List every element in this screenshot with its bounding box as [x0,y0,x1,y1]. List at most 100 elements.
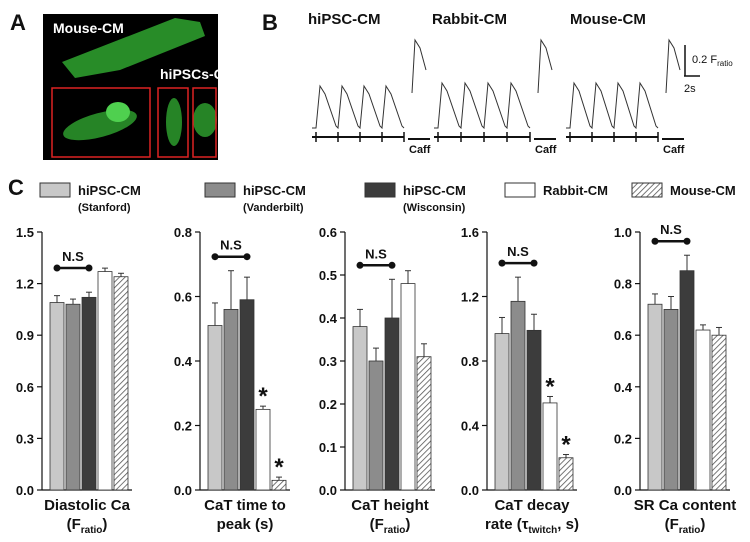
x-axis-label-part: ratio [679,525,701,536]
y-tick-label: 1.6 [461,225,479,240]
inset-box [157,87,189,158]
caffeine-trace [411,38,427,94]
caffeine-trace [537,38,553,94]
image-label: hiPSCs-CM [160,66,235,82]
legend-sublabel: (Stanford) [78,202,131,214]
legend-sublabel: (Vanderbilt) [243,202,304,214]
y-tick-label: 0.6 [16,380,34,395]
bar [81,296,97,491]
x-axis-label-part: rate (τ [485,516,529,533]
x-axis-label-part: (F [67,516,81,533]
y-tick-label: 0.6 [319,225,337,240]
x-axis-label: SR Ca content [634,497,737,514]
legend-swatch [39,182,71,198]
x-axis-label: CaT decay [494,497,570,514]
y-tick-label: 0.1 [319,440,337,455]
caffeine-label: Caff [409,144,431,156]
scale-text: 0.2 F [692,54,717,66]
traces: Caff hiPSC-CM Caff Rabbit-CM Caff Mouse-CM [308,11,685,156]
trace-title: Rabbit-CM [432,11,507,28]
inset-box [51,87,151,158]
y-tick-label: 0.5 [319,268,337,283]
ns-end [211,253,219,261]
y-tick-label: 0.2 [319,397,337,412]
ns-label: N.S [507,244,529,259]
ns-end [530,259,538,267]
bar [207,325,223,491]
x-axis-label-part: , s) [557,516,579,533]
significance-mark: * [545,373,555,400]
ns-label: N.S [220,238,242,253]
bar [494,333,510,491]
legend-label: hiPSC-CM [403,183,466,198]
bar [558,457,574,491]
x-axis-label-part: (F [665,516,679,533]
legend-label: hiPSC-CM [243,183,306,198]
bar [271,479,287,491]
y-tick-label: 0.4 [461,419,480,434]
ns-end [683,237,691,245]
legend-swatch [204,182,236,198]
x-axis-label-part: CaT decay [494,497,570,514]
legend-swatch [364,182,396,198]
ns-end [356,261,364,269]
bar [526,329,542,491]
bar-chart: 0.0 0.2 0.4 0.6 0.8 1.0 N.S SR Ca content (Frati… [614,222,736,536]
y-tick-label: 0.6 [174,290,192,305]
scale-label: 0.2 Fratio [692,54,733,68]
bar [49,302,65,491]
bar [239,299,255,491]
x-axis-label-part: Diastolic Ca [44,497,131,514]
bar [663,308,679,491]
y-tick-label: 0.6 [614,328,632,343]
bar [352,326,368,491]
x-axis-label-part: peak (s) [217,516,274,533]
y-tick-label: 0.8 [461,354,479,369]
y-tick-label: 0.2 [614,431,632,446]
y-tick-label: 0.8 [614,277,632,292]
bar [113,276,129,491]
panel-label: B [262,10,278,35]
scale-label: 2s [684,83,696,95]
legend-sublabel: (Wisconsin) [403,202,466,214]
y-tick-label: 0.0 [174,483,192,498]
bar-chart: 0.0 0.4 0.8 1.2 1.6 * * N.S CaT decay rate (τtwit… [461,225,579,536]
trace-title: Mouse-CM [570,11,646,28]
x-axis-label-part: twitch [528,525,557,536]
bar [65,303,81,491]
x-axis-label: (Fratio) [370,516,411,536]
ns-end [85,264,93,272]
x-axis-label: CaT time to [204,497,286,514]
x-axis-label: peak (s) [217,516,274,533]
bar [542,402,558,491]
image-label: Mouse-CM [53,20,124,36]
bar [510,300,526,491]
legend: hiPSC-CM (Stanford) hiPSC-CM (Vanderbilt) hi… [39,182,736,214]
bar-chart: 0.0 0.3 0.6 0.9 1.2 1.5 N.S Diastolic Ca (Fratio… [16,225,132,536]
significance-mark: * [561,432,571,459]
legend-label: Rabbit-CM [543,183,608,198]
caffeine-label: Caff [535,144,557,156]
bar [679,270,695,491]
x-axis-label-part: CaT time to [204,497,286,514]
y-tick-label: 1.5 [16,225,34,240]
x-axis-label: (Fratio) [665,516,706,536]
panel-label: C [8,175,24,200]
y-tick-label: 0.8 [174,225,192,240]
y-tick-label: 0.3 [16,431,34,446]
x-axis-label: Diastolic Ca [44,497,131,514]
panel-label: A [10,10,26,35]
x-axis-label-part: ratio [81,525,103,536]
ns-label: N.S [62,249,84,264]
x-axis-label: (Fratio) [67,516,108,536]
y-tick-label: 1.0 [614,225,632,240]
bar [368,360,384,491]
significance-mark: * [274,454,284,481]
bar [695,329,711,491]
ns-label: N.S [365,246,387,261]
y-tick-label: 0.3 [319,354,337,369]
y-tick-label: 0.4 [174,354,193,369]
legend-swatch [631,182,663,198]
